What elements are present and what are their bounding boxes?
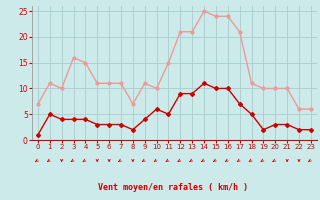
Text: Vent moyen/en rafales ( km/h ): Vent moyen/en rafales ( km/h ) [98,183,248,192]
